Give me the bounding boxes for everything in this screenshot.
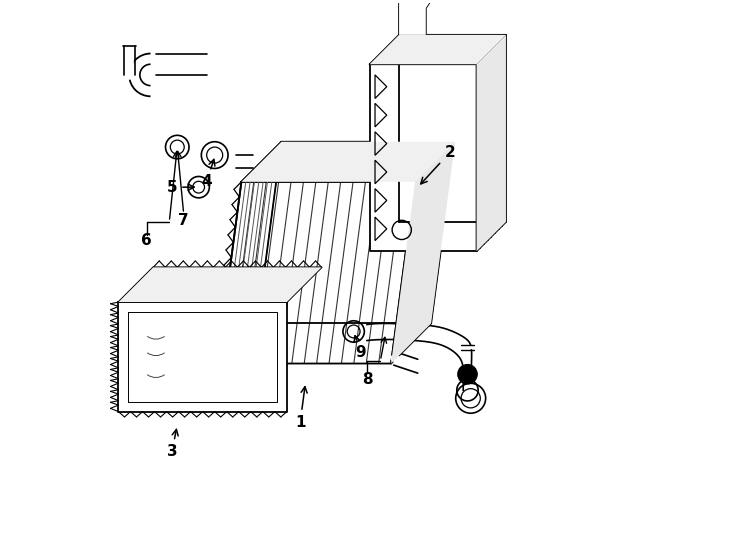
- Text: 4: 4: [201, 159, 215, 190]
- Text: 9: 9: [354, 336, 366, 360]
- Polygon shape: [370, 64, 476, 251]
- Text: 8: 8: [362, 372, 372, 387]
- Polygon shape: [118, 267, 321, 302]
- Polygon shape: [241, 141, 455, 182]
- Text: 1: 1: [295, 387, 307, 430]
- Polygon shape: [476, 35, 506, 251]
- Text: 7: 7: [178, 213, 189, 228]
- Polygon shape: [370, 35, 506, 64]
- Polygon shape: [391, 141, 455, 363]
- Polygon shape: [118, 302, 287, 411]
- Text: 6: 6: [142, 233, 152, 248]
- Circle shape: [458, 364, 477, 384]
- Polygon shape: [393, 0, 431, 35]
- Text: 3: 3: [167, 429, 178, 459]
- Text: 5: 5: [167, 180, 195, 194]
- Polygon shape: [217, 182, 415, 363]
- Text: 2: 2: [421, 145, 455, 184]
